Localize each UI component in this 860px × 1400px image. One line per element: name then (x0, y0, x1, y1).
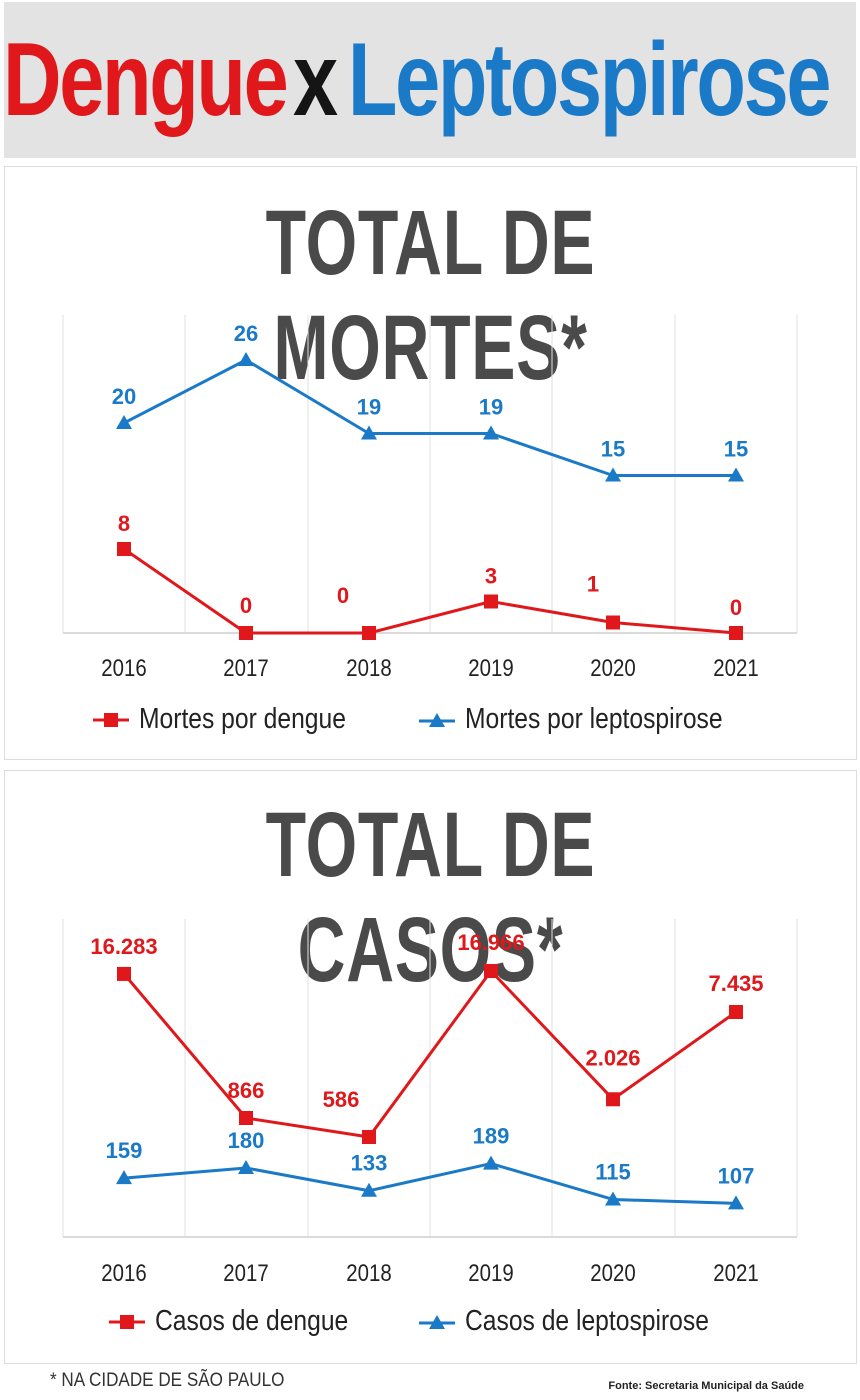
data-label: 189 (473, 1124, 510, 1149)
deaths-legend: Mortes por dengue Mortes por leptospiros… (5, 703, 856, 736)
legend-label: Casos de dengue (155, 1305, 349, 1337)
data-label: 3 (485, 564, 497, 589)
cases-line-chart: 2016 2017 2018 2019 2020 2021 16.283 866 586 16.9… (62, 919, 798, 1286)
data-label: 586 (323, 1087, 360, 1112)
data-label: 2.026 (585, 1045, 640, 1070)
data-point (728, 467, 744, 482)
x-tick-label: 2019 (468, 1259, 513, 1286)
data-point (729, 1005, 743, 1019)
data-point (606, 1092, 620, 1107)
data-label: 16.283 (90, 934, 157, 959)
data-point (729, 626, 743, 640)
legend-label: Casos de leptospirose (464, 1305, 709, 1337)
legend-item-casos-dengue: Casos de dengue (109, 1305, 382, 1338)
legend-item-casos-leptospirose: Casos de leptospirose (418, 1305, 752, 1338)
series-line (123, 1162, 737, 1205)
x-tick-label: 2018 (346, 1259, 391, 1286)
data-point (361, 425, 377, 440)
data-label: 1 (587, 572, 599, 597)
data-label: 8 (118, 511, 130, 536)
data-point (116, 415, 132, 429)
series-line (123, 358, 736, 477)
data-point (605, 467, 621, 482)
data-point (116, 1170, 132, 1185)
x-tick-label: 2016 (101, 1259, 146, 1286)
legend-item-mortes-dengue: Mortes por dengue (93, 703, 382, 736)
cases-chart-title: TOTAL DE CASOS* (265, 794, 596, 1001)
data-point (361, 1182, 377, 1197)
deaths-panel: TOTAL DE MORTES* 2016 2017 2018 2019 2020 202… (4, 166, 857, 760)
data-point (484, 964, 498, 978)
title-leptospirose: Leptospirose (347, 21, 831, 138)
data-label: 866 (228, 1078, 265, 1103)
data-point (484, 594, 498, 609)
deaths-line-chart: 2016 2017 2018 2019 2020 2021 8 0 0 3 1 0 20 26 19 19 15… (62, 315, 798, 681)
legend-label: Mortes por dengue (139, 703, 347, 735)
title-versus: x (292, 21, 338, 138)
data-point (483, 425, 499, 440)
data-point (606, 615, 620, 630)
data-label: 19 (479, 395, 503, 420)
cases-legend: Casos de dengue Casos de leptospirose (5, 1305, 856, 1338)
data-label: 0 (337, 583, 349, 608)
data-label: 15 (601, 437, 625, 462)
data-point (238, 1159, 254, 1174)
x-tick-label: 2016 (101, 654, 146, 681)
series-line (122, 969, 737, 1139)
data-point (362, 1130, 376, 1144)
source-credit: Fonte: Secretaria Municipal da Saúde (608, 1380, 804, 1392)
data-point (483, 1155, 499, 1170)
infographic-header: Dengue x Leptospirose (3, 2, 856, 158)
data-label: 0 (730, 595, 742, 620)
x-tick-label: 2020 (590, 654, 635, 681)
data-label: 159 (106, 1138, 143, 1163)
x-tick-label: 2021 (713, 654, 758, 681)
data-label: 16.966 (457, 930, 524, 955)
data-point (362, 626, 376, 640)
data-point (239, 1111, 253, 1125)
cases-panel: TOTAL DE CASOS* 2016 2017 2018 2019 2020 2021… (4, 770, 857, 1364)
data-label: 15 (724, 437, 748, 462)
data-label: 115 (595, 1159, 631, 1184)
data-label: 20 (112, 384, 136, 409)
triangle-marker-icon (418, 1314, 455, 1329)
series-line (123, 547, 737, 635)
data-label: 107 (718, 1163, 755, 1188)
title-dengue: Dengue (3, 21, 289, 138)
data-label: 26 (234, 321, 258, 346)
data-point (728, 1195, 744, 1210)
data-label: 19 (357, 395, 381, 420)
footnote: * NA CIDADE DE SÃO PAULO (50, 1370, 285, 1391)
legend-label: Mortes por leptospirose (464, 703, 723, 735)
x-tick-label: 2018 (346, 654, 391, 681)
square-marker-icon (109, 1314, 146, 1329)
triangle-marker-icon (418, 712, 455, 727)
data-point (239, 626, 253, 640)
data-label: 7.435 (708, 971, 763, 996)
data-point (605, 1191, 621, 1206)
legend-item-mortes-leptospirose: Mortes por leptospirose (418, 703, 768, 736)
x-tick-label: 2019 (468, 654, 513, 681)
square-marker-icon (93, 712, 130, 727)
x-tick-label: 2020 (590, 1259, 635, 1286)
data-label: 0 (240, 593, 252, 618)
x-tick-label: 2017 (223, 1259, 268, 1286)
data-label: 180 (228, 1128, 265, 1153)
data-label: 133 (351, 1151, 388, 1176)
x-tick-label: 2017 (223, 654, 268, 681)
x-tick-label: 2021 (713, 1259, 758, 1286)
data-point (117, 966, 131, 981)
data-point (238, 352, 254, 366)
data-point (117, 542, 131, 556)
